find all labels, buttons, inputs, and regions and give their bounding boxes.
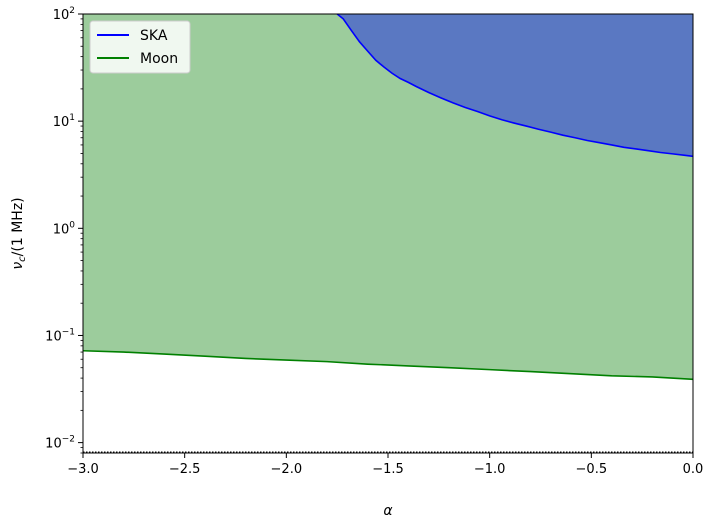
y-tick-label: 102 <box>53 6 75 23</box>
series-line-1 <box>82 349 694 381</box>
x-axis: −3.0 −2.5 −2.0 −1.5 −1.0 −0.5 0.0 <box>67 453 703 477</box>
y-tick-label: 10−1 <box>45 327 75 344</box>
y-tick-label: 10−2 <box>45 435 75 452</box>
legend-label-1: Moon <box>140 51 178 67</box>
y-axis: 10−2 10−1 100 101 102 <box>45 6 83 454</box>
series-line-0 <box>336 13 694 158</box>
x-tick-label: −1.5 <box>372 462 404 477</box>
legend: SKA Moon <box>89 20 191 74</box>
x-tick-label: −2.5 <box>169 462 201 477</box>
series-lines <box>82 13 694 453</box>
x-tick-label: −3.0 <box>67 462 99 477</box>
legend-label-0: SKA <box>140 28 168 44</box>
y-tick-label: 101 <box>53 113 75 130</box>
x-tick-label: 0.0 <box>683 462 704 477</box>
x-tick-label: −1.0 <box>474 462 506 477</box>
y-axis-label: νc/(1 MHz) <box>10 197 28 269</box>
x-tick-label: −0.5 <box>576 462 608 477</box>
x-axis-label: α <box>383 503 393 519</box>
series-fill-0 <box>337 14 693 157</box>
x-tick-label: −2.0 <box>271 462 303 477</box>
area-fills <box>83 14 693 380</box>
y-tick-label: 100 <box>53 220 76 237</box>
